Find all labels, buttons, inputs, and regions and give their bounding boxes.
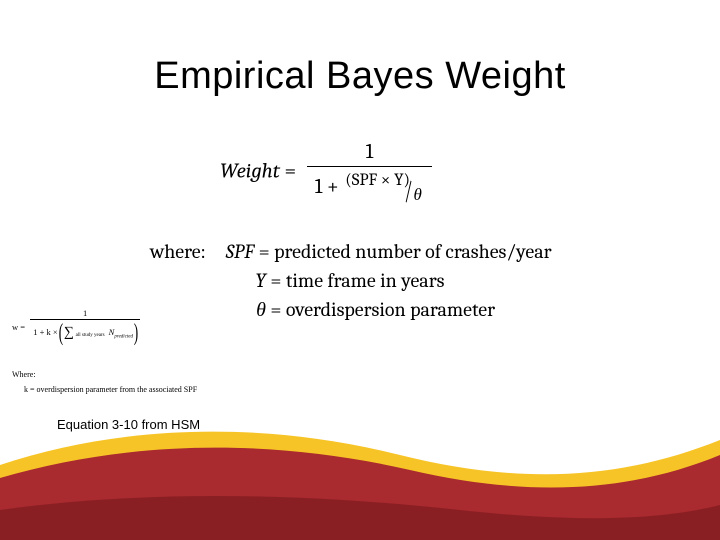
den-prefix: 1 + — [315, 175, 343, 199]
where-sym-spf: SPF — [218, 240, 254, 263]
sigma-block: ∑ all study years — [64, 327, 105, 339]
where-desc-spf: predicted number of crashes/year — [274, 240, 551, 263]
where-eq-1: = — [266, 269, 286, 292]
inner-fraction: (SPF × Y) / θ — [345, 171, 424, 205]
page-title: Empirical Bayes Weight — [0, 55, 720, 98]
where-eq-0: = — [254, 240, 274, 263]
small-lhs: w = — [12, 322, 25, 332]
sigma-bottom: all study years — [76, 333, 105, 338]
n-predicted: Npredicted — [109, 327, 133, 340]
small-fraction: 1 1 + k × ( ∑ all study years Npredicted… — [30, 308, 140, 345]
where-eq-2: = — [266, 298, 286, 321]
hsm-where-inset: Where: k = overdispersion parameter from… — [12, 370, 197, 394]
right-paren-icon: ) — [134, 321, 138, 345]
where-sym-theta: θ — [252, 298, 266, 322]
small-where-label: Where: — [12, 370, 197, 379]
where-row-spf: where: SPF = predicted number of crashes… — [150, 240, 552, 263]
where-sym-y: Y — [252, 269, 266, 292]
equation-caption: Equation 3‑10 from HSM — [57, 417, 200, 432]
where-row-theta: θ = overdispersion parameter — [252, 298, 552, 322]
inner-slash: / — [405, 176, 413, 206]
eq-equals: = — [280, 159, 301, 183]
where-label: where: — [150, 240, 206, 263]
eq-denominator: 1 + (SPF × Y) / θ — [307, 166, 432, 205]
eq-fraction: 1 1 + (SPF × Y) / θ — [307, 140, 432, 205]
where-desc-y: time frame in years — [286, 269, 445, 292]
small-den-prefix: 1 + k × — [33, 327, 57, 337]
main-equation: Weight = 1 1 + (SPF × Y) / θ — [220, 140, 540, 205]
slide: Empirical Bayes Weight Weight = 1 1 + (S… — [0, 0, 720, 540]
small-num: 1 — [30, 308, 140, 319]
where-block: where: SPF = predicted number of crashes… — [150, 240, 552, 328]
where-row-y: Y = time frame in years — [252, 269, 552, 292]
sigma-icon: ∑ — [64, 325, 74, 340]
left-paren-icon: ( — [59, 321, 63, 345]
where-desc-theta: overdispersion parameter — [286, 298, 495, 321]
hsm-equation-inset: w = 1 1 + k × ( ∑ all study years Npredi… — [12, 308, 162, 345]
small-where-line: k = overdispersion parameter from the as… — [12, 385, 197, 394]
npred-sub: predicted — [114, 334, 133, 339]
small-den: 1 + k × ( ∑ all study years Npredicted ) — [30, 319, 140, 345]
eq-numerator: 1 — [307, 140, 432, 166]
eq-lhs: Weight — [220, 159, 280, 183]
